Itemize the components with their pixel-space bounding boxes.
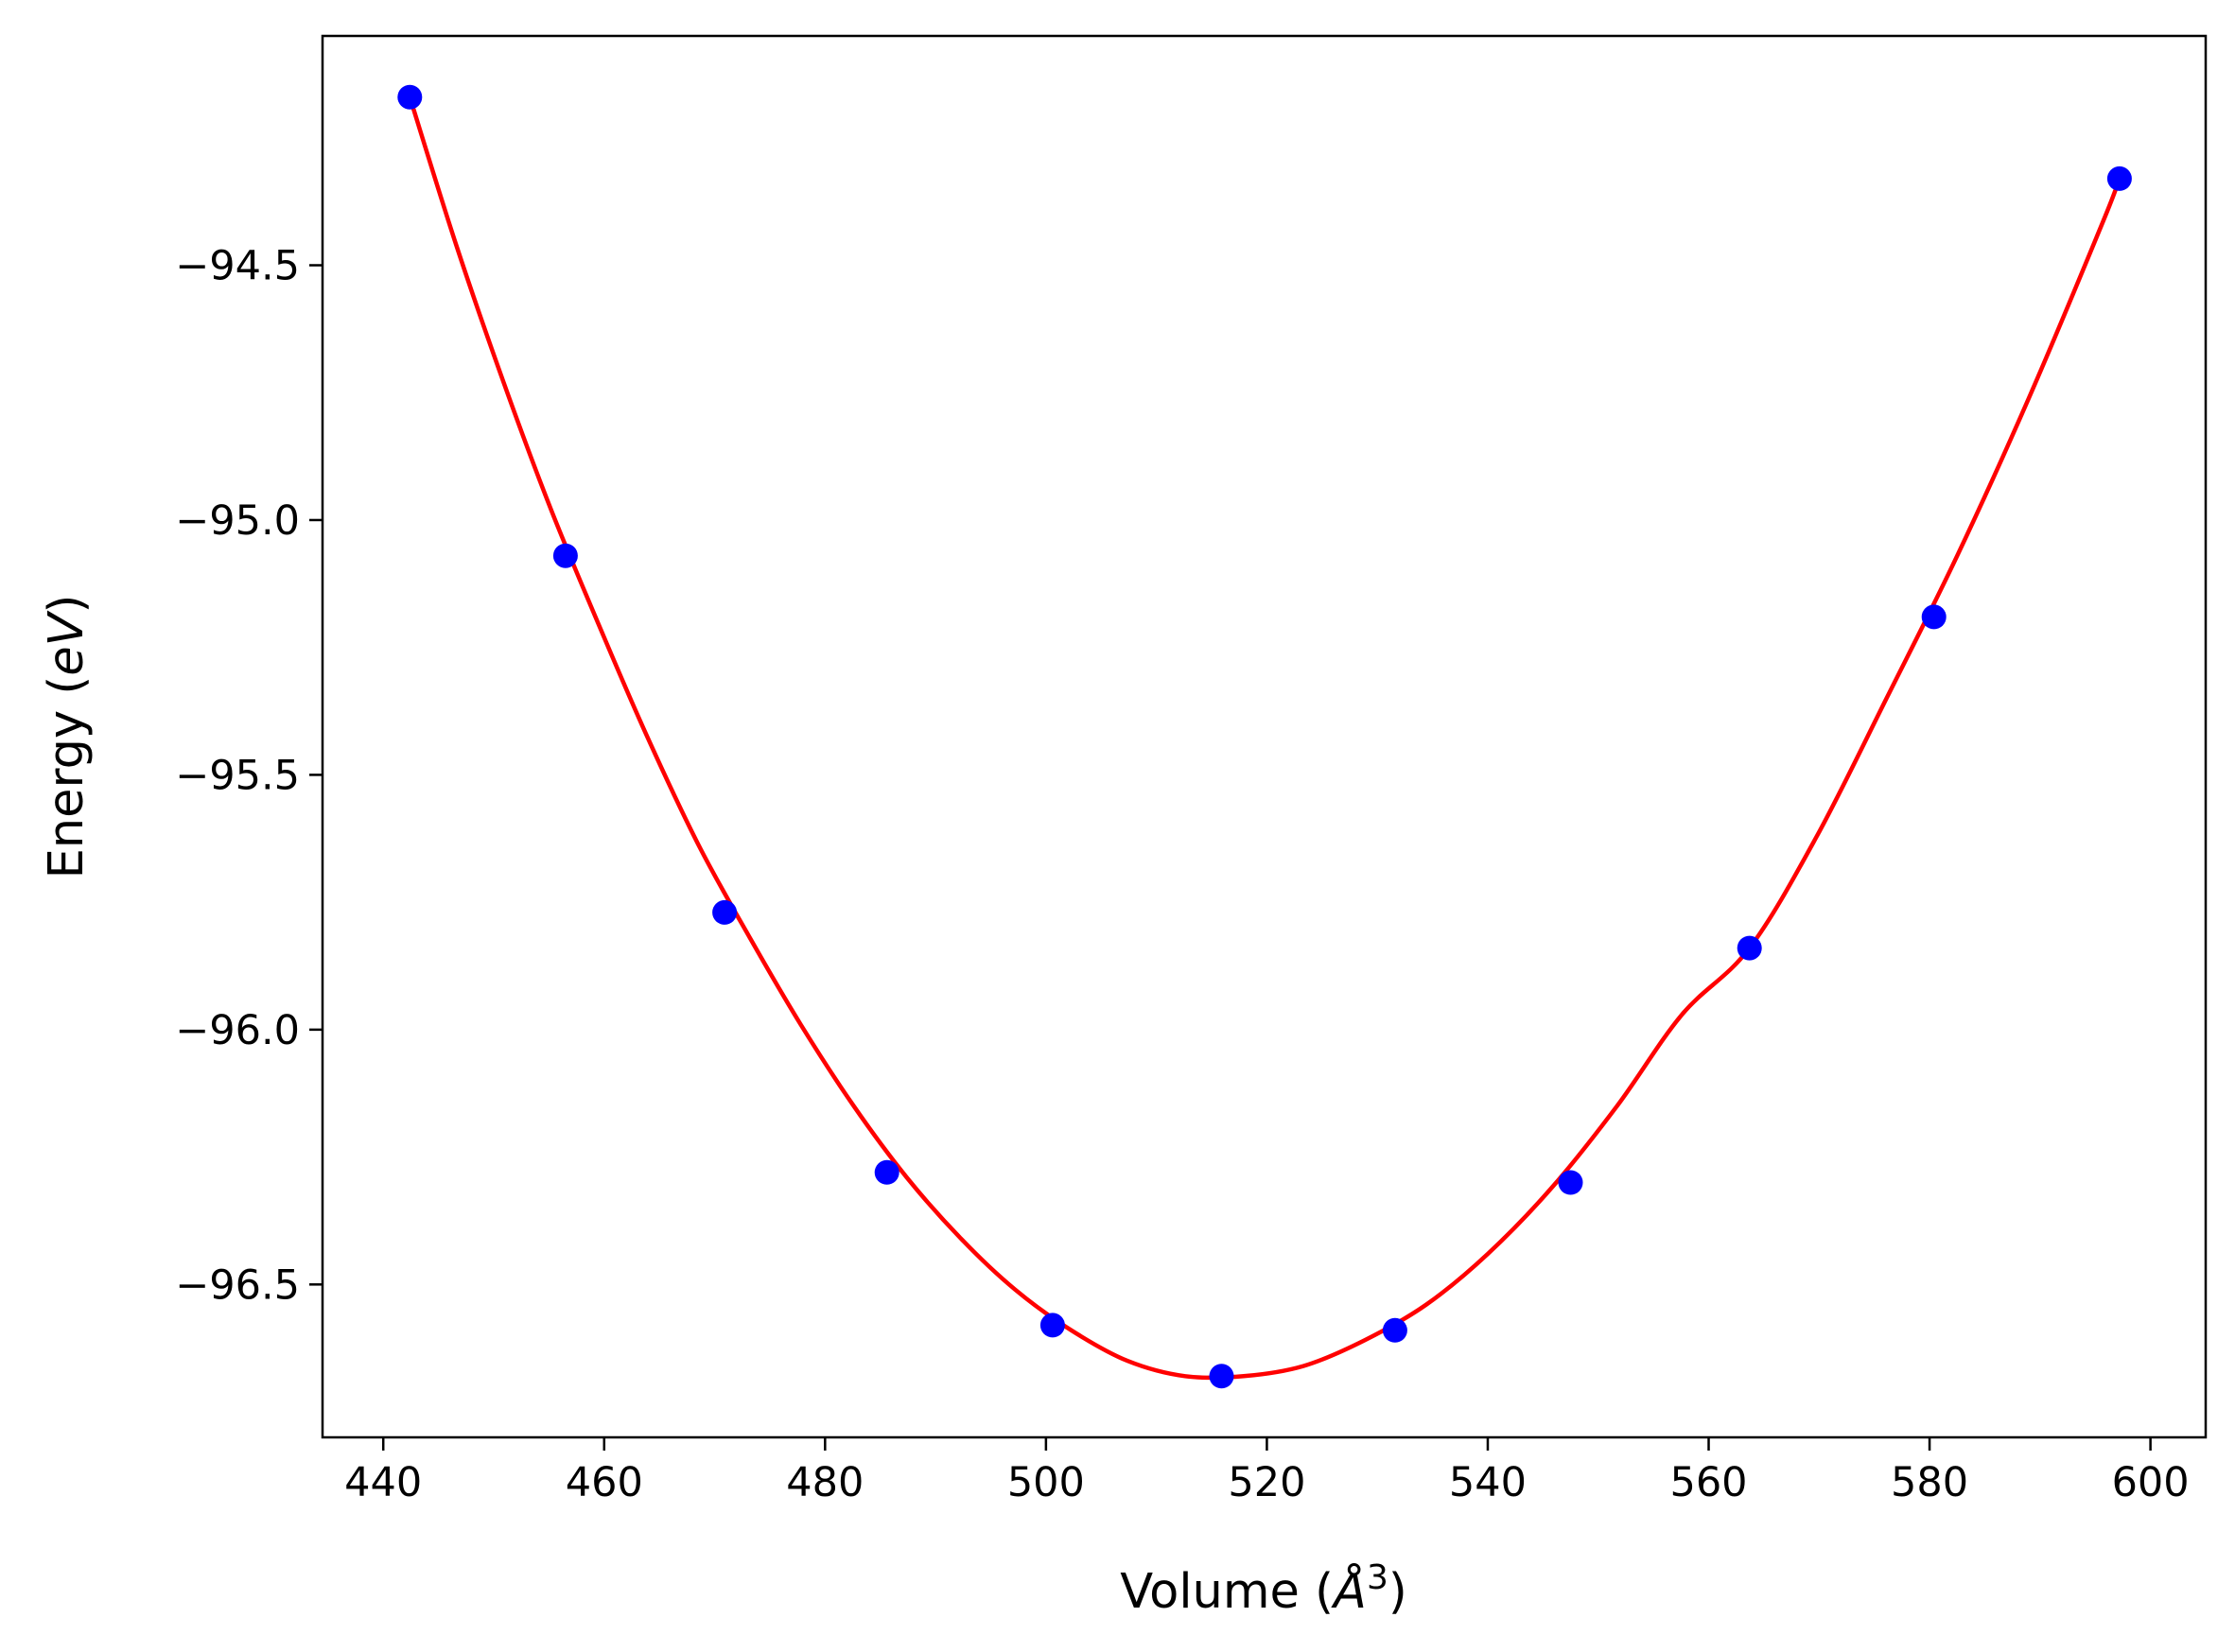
x-tick-label: 520 [1228,1459,1305,1506]
x-tick-label: 500 [1007,1459,1085,1506]
x-tick-label: 440 [344,1459,422,1506]
y-tick-label: −95.0 [175,497,300,545]
fit-curve-line [408,95,2122,1381]
y-tick-label: −94.5 [175,243,300,290]
data-point [1558,1170,1583,1195]
x-axis-label: Volume (Å3) [1120,1558,1407,1620]
y-axis-label: Energy (eV) [39,595,95,879]
x-tick-label: 560 [1669,1459,1747,1506]
data-point [552,543,578,568]
data-point [712,899,738,925]
x-tick-label: 540 [1449,1459,1527,1506]
x-tick-label: 600 [2112,1459,2190,1506]
data-point [1382,1317,1407,1343]
y-tick-label: −96.5 [175,1261,300,1309]
x-tick-label: 460 [566,1459,643,1506]
data-point [1921,604,1947,630]
y-tick-label: −95.5 [175,752,300,799]
x-tick-label: 580 [1891,1459,1968,1506]
data-point [1737,935,1762,961]
data-point [1209,1364,1234,1389]
data-point [397,84,423,110]
y-tick-label: −96.0 [175,1007,300,1054]
data-point [874,1159,899,1185]
x-tick-label: 480 [786,1459,864,1506]
plot-area-frame [321,34,2208,1439]
data-point [1039,1313,1065,1338]
data-point [2106,165,2132,191]
